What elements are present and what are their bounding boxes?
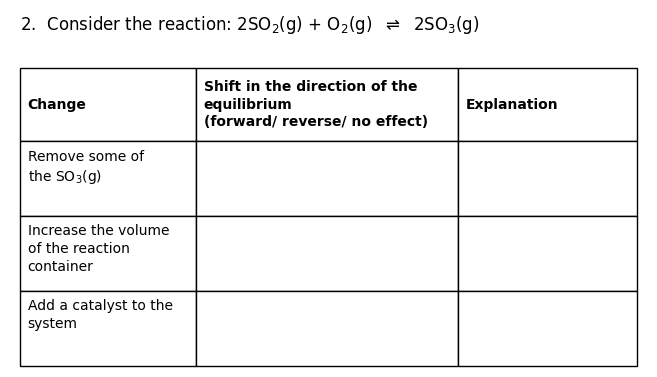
Bar xyxy=(20,141,196,216)
Bar xyxy=(458,216,637,291)
Text: Explanation: Explanation xyxy=(466,98,558,112)
Bar xyxy=(458,141,637,216)
Bar xyxy=(196,216,458,291)
Text: Remove some of
the SO$_3$(g): Remove some of the SO$_3$(g) xyxy=(28,150,144,186)
Bar xyxy=(20,291,196,366)
Bar xyxy=(458,68,637,141)
Bar xyxy=(196,68,458,141)
Bar xyxy=(196,291,458,366)
Bar xyxy=(20,216,196,291)
Bar xyxy=(20,68,196,141)
Bar xyxy=(458,291,637,366)
Text: Shift in the direction of the
equilibrium
(forward/ reverse/ no effect): Shift in the direction of the equilibriu… xyxy=(204,80,428,129)
Text: Change: Change xyxy=(28,98,87,112)
Text: 2.  Consider the reaction: 2SO$_2$(g) + O$_2$(g)  $\rightleftharpoons$  2SO$_3$(: 2. Consider the reaction: 2SO$_2$(g) + O… xyxy=(20,14,480,35)
Text: Increase the volume
of the reaction
container: Increase the volume of the reaction cont… xyxy=(28,224,169,274)
Bar xyxy=(196,141,458,216)
Text: Add a catalyst to the
system: Add a catalyst to the system xyxy=(28,299,173,331)
